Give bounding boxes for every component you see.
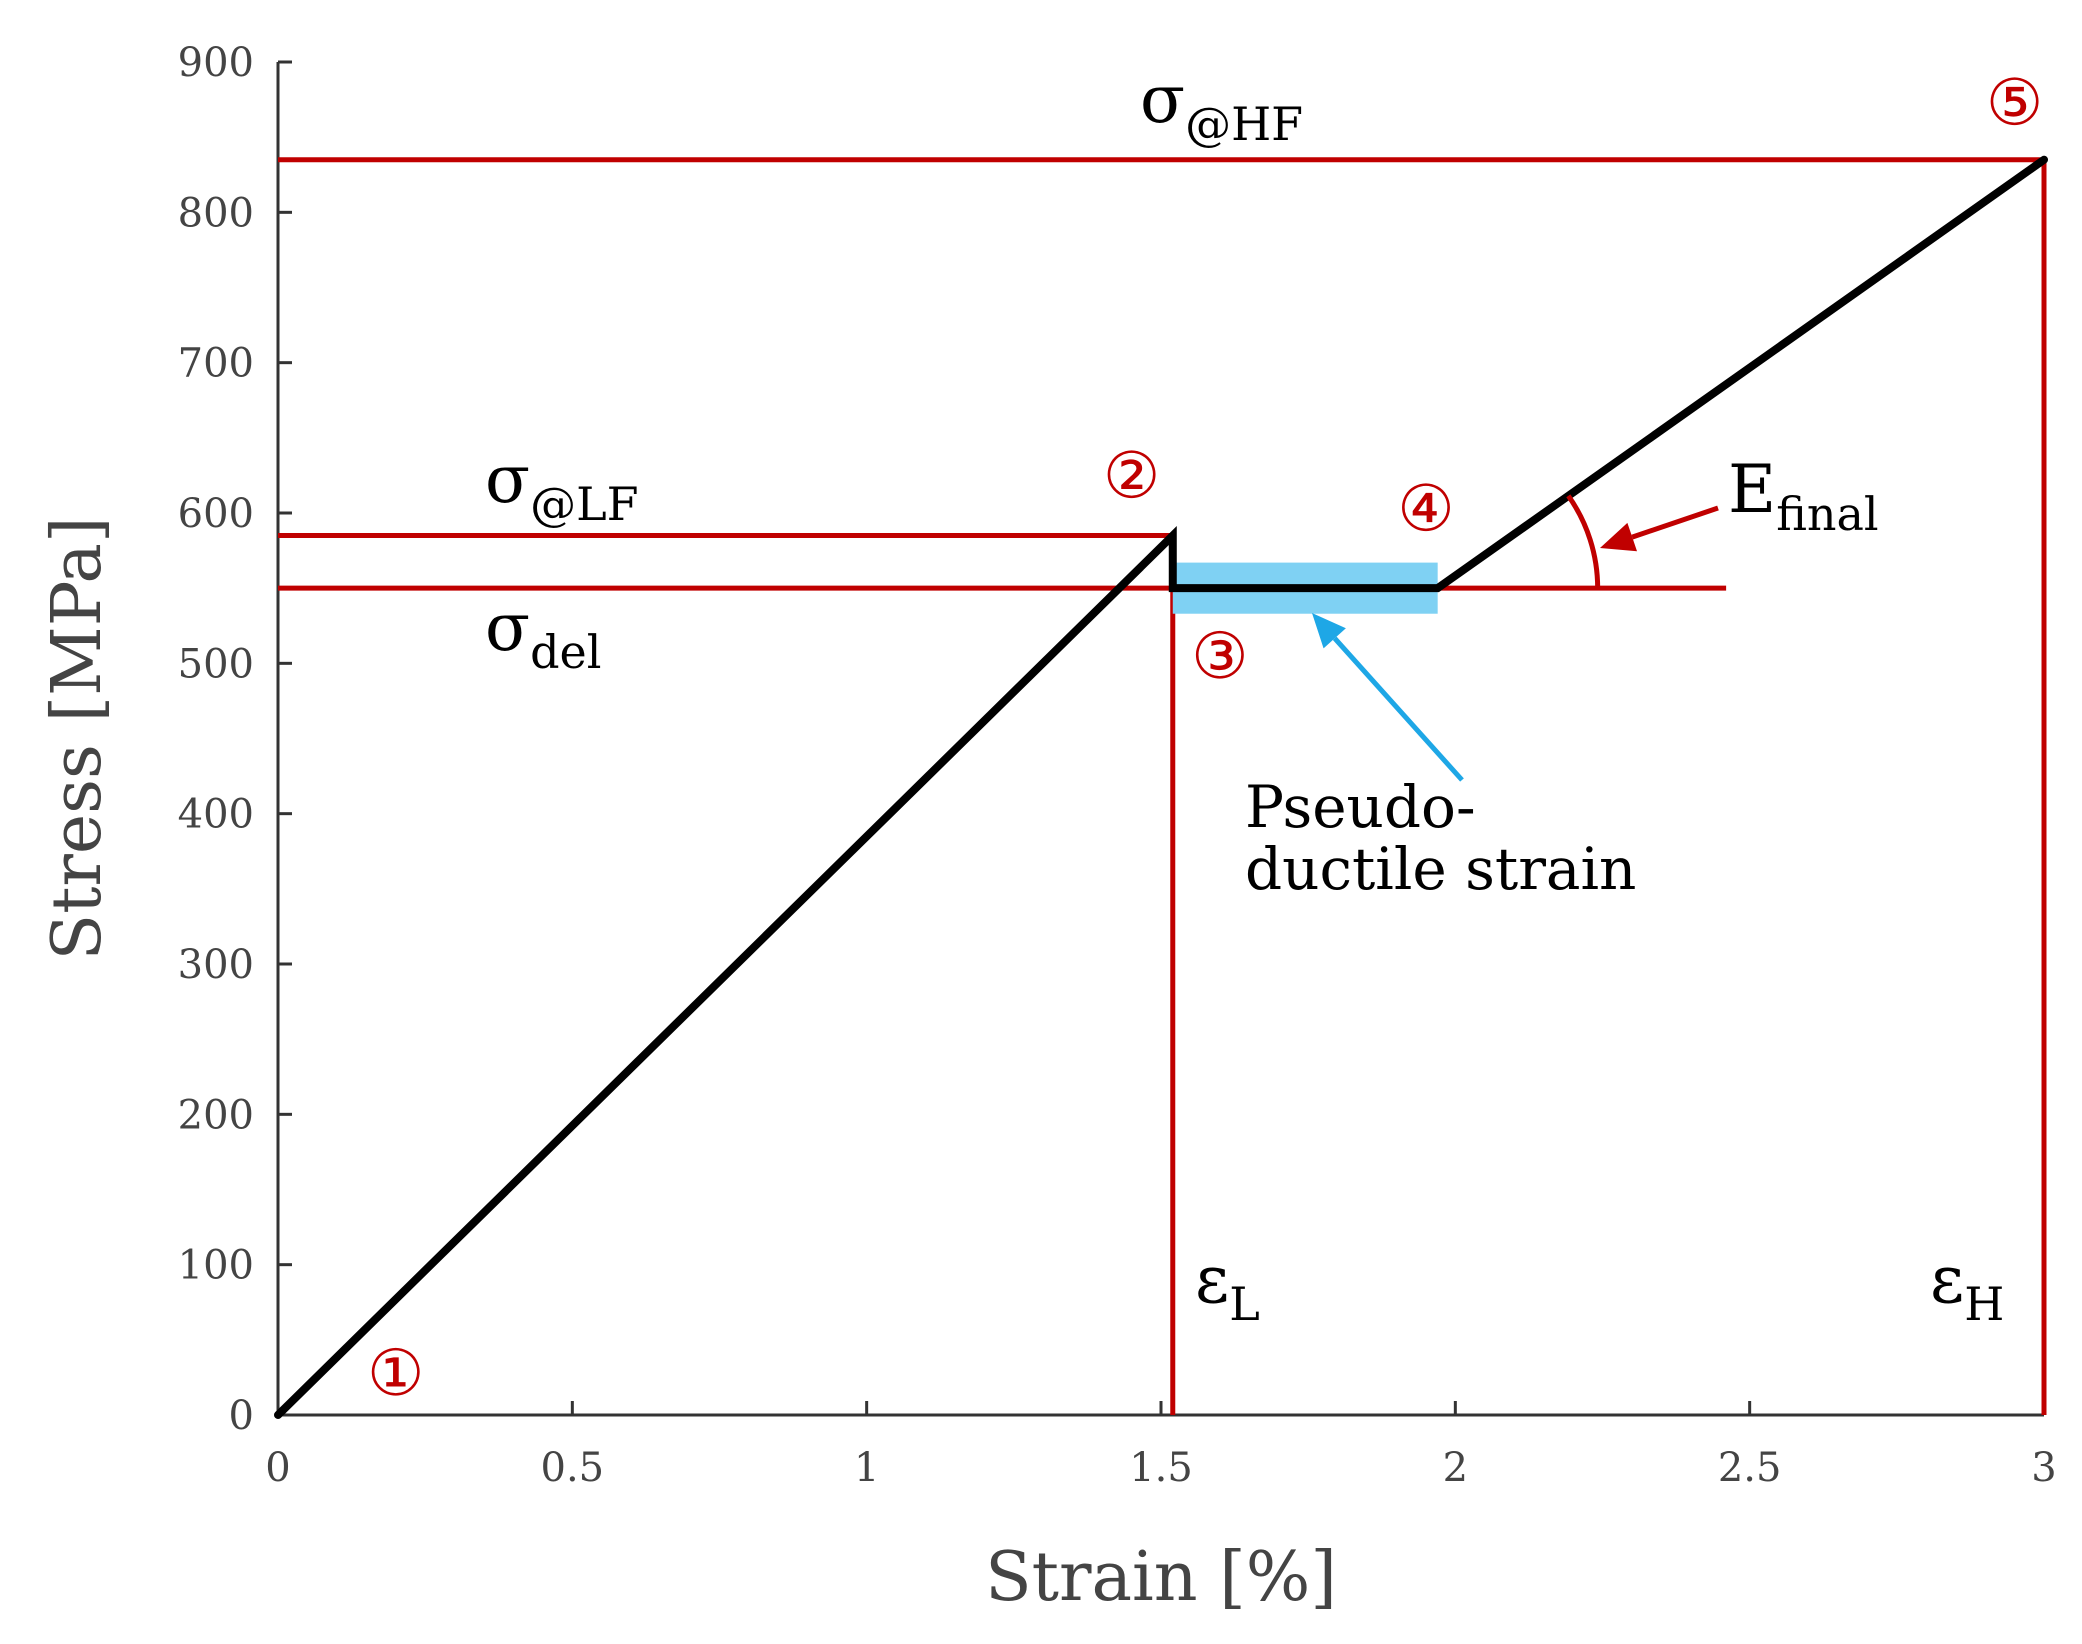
- sigma-del-symbol: σ: [485, 589, 530, 666]
- epsilon-l-subscript: L: [1229, 1277, 1260, 1331]
- reference-lines: [278, 157, 2047, 1415]
- epsilon-h-symbol: ε: [1930, 1241, 1964, 1318]
- sigma-del-label: σdel: [485, 589, 601, 679]
- epsilon-h-subscript: H: [1964, 1277, 2004, 1331]
- e-final-label: Efinal: [1728, 451, 1879, 541]
- x-tick-label: 1.5: [1129, 1445, 1193, 1491]
- sigma-hf-symbol: σ: [1140, 61, 1185, 138]
- e-final-arrow-head: [1600, 522, 1638, 552]
- y-tick-label: 900: [178, 40, 254, 86]
- pseudo-ductile-arrow-head: [1312, 613, 1346, 649]
- e-final-arrow-shaft: [1631, 505, 1719, 540]
- epsilon-l-label: εL: [1195, 1241, 1260, 1331]
- step-marker: ④: [1397, 472, 1454, 546]
- step-marker: ①: [367, 1337, 424, 1411]
- x-tick-label: 1: [854, 1445, 879, 1491]
- sigma-hf-subscript: @HF: [1185, 97, 1303, 151]
- x-tick-label: 3: [2031, 1445, 2056, 1491]
- x-tick-label: 2.5: [1718, 1445, 1782, 1491]
- annotations: ① ② ③ ④ ⑤: [367, 67, 2043, 1411]
- pseudo-ductile-arrow-shaft: [1332, 636, 1464, 782]
- step-marker: ⑤: [1986, 67, 2043, 141]
- axes: 0 0.5 1 1.5 2 2.5 3 0 100 200 300 400 500 600 700 800 90…: [178, 40, 2057, 1491]
- sigma-hf-label: σ@HF: [1140, 61, 1303, 151]
- e-final-symbol: E: [1728, 451, 1776, 528]
- e-final-subscript: final: [1776, 487, 1878, 541]
- y-tick-label: 300: [178, 942, 254, 988]
- e-final-angle-arc: [1566, 494, 1601, 589]
- y-axis-title: Stress [MPa]: [38, 517, 117, 961]
- sigma-lf-subscript: @LF: [530, 477, 638, 531]
- y-tick-label: 200: [178, 1092, 254, 1138]
- x-tick-label: 0.5: [541, 1445, 605, 1491]
- series-group: [274, 155, 2048, 1419]
- y-tick-label: 400: [178, 792, 254, 838]
- x-axis-title: Strain [%]: [985, 1538, 1337, 1617]
- stress-strain-curve: [274, 155, 2048, 1419]
- sigma-lf-label: σ@LF: [485, 441, 639, 531]
- y-tick-label: 800: [178, 190, 254, 236]
- pseudo-ductile-label-line2: ductile strain: [1245, 835, 1636, 903]
- step-marker: ②: [1103, 439, 1160, 513]
- epsilon-h-label: εH: [1930, 1241, 2004, 1331]
- x-tick-label: 2: [1443, 1445, 1468, 1491]
- sigma-lf-symbol: σ: [485, 441, 530, 518]
- epsilon-l-symbol: ε: [1195, 1241, 1229, 1318]
- x-tick-label: 0: [265, 1445, 290, 1491]
- y-tick-label: 0: [229, 1393, 254, 1439]
- sigma-del-subscript: del: [530, 625, 601, 679]
- y-tick-label: 100: [178, 1243, 254, 1289]
- y-tick-label: 600: [178, 491, 254, 537]
- y-tick-label: 700: [178, 341, 254, 387]
- pseudo-ductile-label-line1: Pseudo-: [1245, 773, 1476, 841]
- step-marker: ③: [1191, 620, 1248, 694]
- y-tick-label: 500: [178, 641, 254, 687]
